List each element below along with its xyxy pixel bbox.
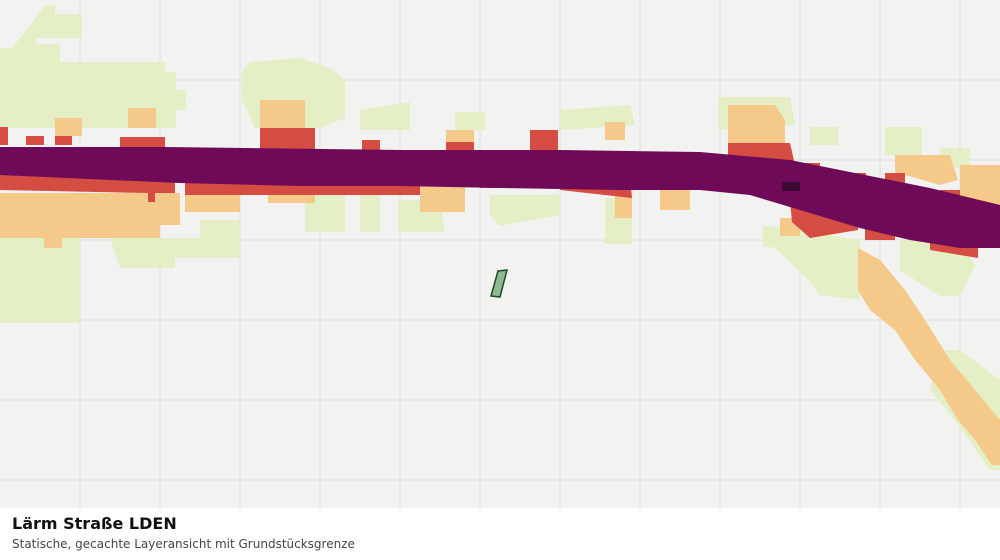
caption: Lärm Straße LDEN Statische, gecachte Lay… [0, 508, 1000, 560]
parcel-boundary [490, 269, 508, 298]
noise-layer [0, 5, 1000, 470]
map-title: Lärm Straße LDEN [12, 514, 177, 533]
map-subtitle: Statische, gecachte Layeransicht mit Gru… [12, 537, 355, 551]
map [0, 0, 1000, 508]
noise-peak [782, 182, 800, 191]
